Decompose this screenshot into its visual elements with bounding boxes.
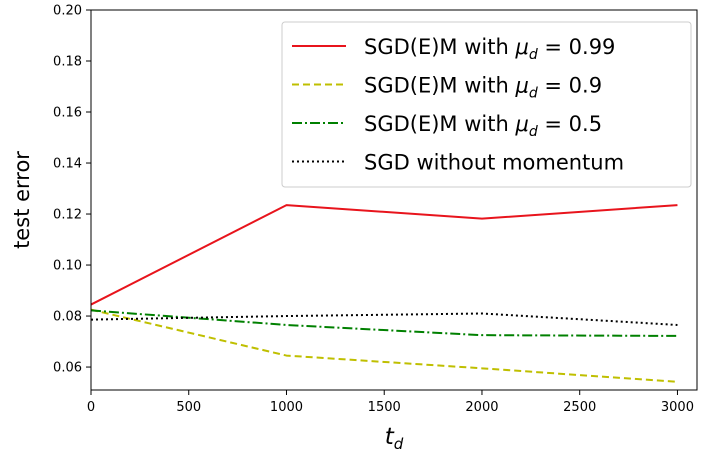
- legend-mu-symbol: μ: [514, 112, 528, 136]
- series-line-3: [90, 309, 678, 337]
- y-tick-label: 0.10: [53, 259, 82, 274]
- chart-marks: [90, 204, 678, 383]
- y-tick-label: 0.16: [53, 106, 82, 121]
- x-axis: 0 500 1000 1500 2000 2500 3000: [87, 390, 694, 415]
- y-tick-label: 0.12: [53, 208, 82, 223]
- legend-label-text: SGD(E)M with: [364, 74, 515, 98]
- x-axis-label: td: [385, 424, 404, 451]
- legend-label-3: SGD(E)M with μd = 0.5: [364, 112, 602, 140]
- y-tick-label: 0.06: [53, 361, 82, 376]
- x-tick-label: 0: [87, 400, 95, 415]
- legend-frame: [281, 21, 692, 188]
- legend-mu-symbol: μ: [514, 74, 528, 98]
- legend-mu-subscript: d: [529, 86, 538, 102]
- legend-label-text: SGD(E)M with: [364, 35, 515, 59]
- legend-mu-value: = 0.99: [538, 35, 616, 59]
- x-tick-label: 1500: [368, 400, 401, 415]
- x-axis-label-sub: d: [394, 435, 404, 451]
- y-tick-label: 0.14: [53, 157, 82, 172]
- legend-label-1: SGD(E)M with μd = 0.99: [364, 35, 615, 63]
- x-tick-label: 2000: [465, 400, 498, 415]
- legend-label-2: SGD(E)M with μd = 0.9: [364, 74, 602, 102]
- legend-mu-value: = 0.5: [538, 112, 602, 136]
- legend-mu-subscript: d: [529, 124, 538, 140]
- y-tick-label: 0.18: [53, 55, 82, 70]
- y-axis: 0.06 0.08 0.10 0.12 0.14 0.16 0.18 0.20: [53, 4, 91, 376]
- legend-label-text: SGD(E)M with: [364, 112, 515, 136]
- y-axis-label: test error: [10, 151, 34, 249]
- x-tick-label: 500: [176, 400, 201, 415]
- x-tick-label: 3000: [661, 400, 694, 415]
- x-tick-label: 1000: [270, 400, 303, 415]
- series-line-2: [90, 308, 678, 383]
- legend-mu-value: = 0.9: [538, 74, 602, 98]
- x-tick-label: 2500: [563, 400, 596, 415]
- y-tick-label: 0.08: [53, 310, 82, 325]
- plot-frame: [90, 9, 698, 391]
- series-line-1: [90, 204, 678, 306]
- y-tick-label: 0.20: [53, 4, 82, 19]
- x-axis-label-main: t: [385, 424, 395, 450]
- legend-mu-subscript: d: [529, 47, 538, 63]
- legend-label-4: SGD without momentum: [364, 151, 624, 175]
- legend-label-text: SGD without momentum: [364, 151, 624, 175]
- legend-mu-symbol: μ: [514, 35, 528, 59]
